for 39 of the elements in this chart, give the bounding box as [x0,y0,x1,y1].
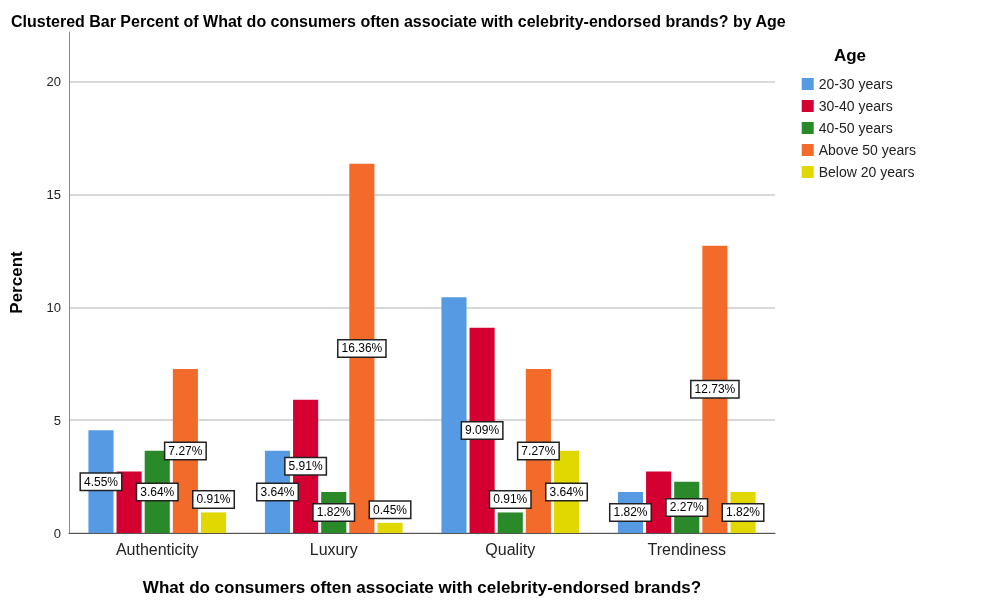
data-label: 0.91% [493,492,528,507]
data-label: 1.82% [726,505,761,520]
bar [441,297,467,533]
y-tick-label: 10 [46,299,61,315]
data-label: 3.64% [140,484,175,499]
y-tick-label: 15 [46,186,61,202]
data-label: 9.09% [465,423,500,438]
x-tick-label: Luxury [309,540,358,558]
data-label: 7.27% [168,443,203,458]
x-tick-label: Authenticity [115,540,199,558]
legend-label: Above 50 years [818,142,917,158]
y-tick-label: 0 [53,525,61,541]
legend-label: 30-40 years [818,98,893,114]
bar [497,512,523,533]
legend-label: Below 20 years [818,164,915,180]
legend-label: 20-30 years [818,76,893,92]
legend-label: 40-50 years [818,120,893,136]
data-label: 2.27% [669,500,705,515]
legend-title: Age [833,46,867,65]
x-tick-label: Quality [485,540,536,558]
data-label: 5.91% [288,459,323,474]
chart-title: Clustered Bar Percent of What do consumers often associate with celebrity-endorsed brands? by Age [11,12,786,30]
data-label: 0.45% [373,502,408,517]
bar [200,512,227,533]
x-tick-label: Trendiness [647,540,727,558]
y-tick-label: 5 [53,412,61,428]
y-axis-title: Percent [7,250,26,314]
data-label: 1.82% [316,505,352,520]
data-label: 7.27% [521,443,556,458]
data-label: 0.91% [196,492,231,507]
data-label: 3.64% [549,484,584,499]
data-label: 1.82% [613,505,648,520]
y-tick-label: 20 [46,74,61,90]
data-label: 3.64% [260,484,295,499]
data-label: 4.55% [83,474,119,489]
data-label: 12.73% [694,382,736,397]
x-axis-title: What do consumers often associate with celebrity-endorsed brands? [142,578,702,597]
bar [377,522,403,533]
data-label: 16.36% [341,341,383,356]
